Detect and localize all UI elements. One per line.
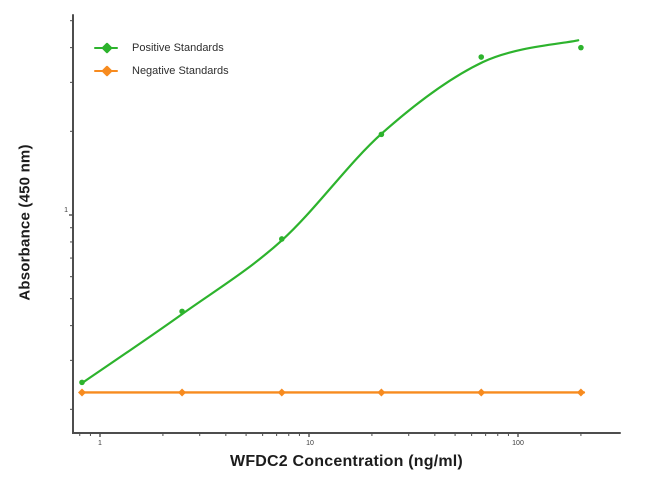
- legend: Positive Standards Negative Standards: [94, 36, 229, 82]
- legend-row-positive: Positive Standards: [94, 36, 229, 59]
- legend-label-positive: Positive Standards: [132, 41, 224, 54]
- negative-series-marker-icon: [94, 64, 124, 77]
- x-tick-label-10: 10: [306, 440, 314, 447]
- y-tick-label-1: 1: [64, 207, 68, 214]
- x-axis-title: WFDC2 Concentration (ng/ml): [230, 453, 463, 470]
- legend-label-negative: Negative Standards: [132, 64, 229, 77]
- legend-row-negative: Negative Standards: [94, 59, 229, 82]
- x-tick-label-100: 100: [512, 440, 524, 447]
- y-axis-title: Absorbance (450 nm): [16, 144, 34, 301]
- x-tick-label-1: 1: [98, 440, 102, 447]
- positive-series-marker-icon: [94, 41, 124, 54]
